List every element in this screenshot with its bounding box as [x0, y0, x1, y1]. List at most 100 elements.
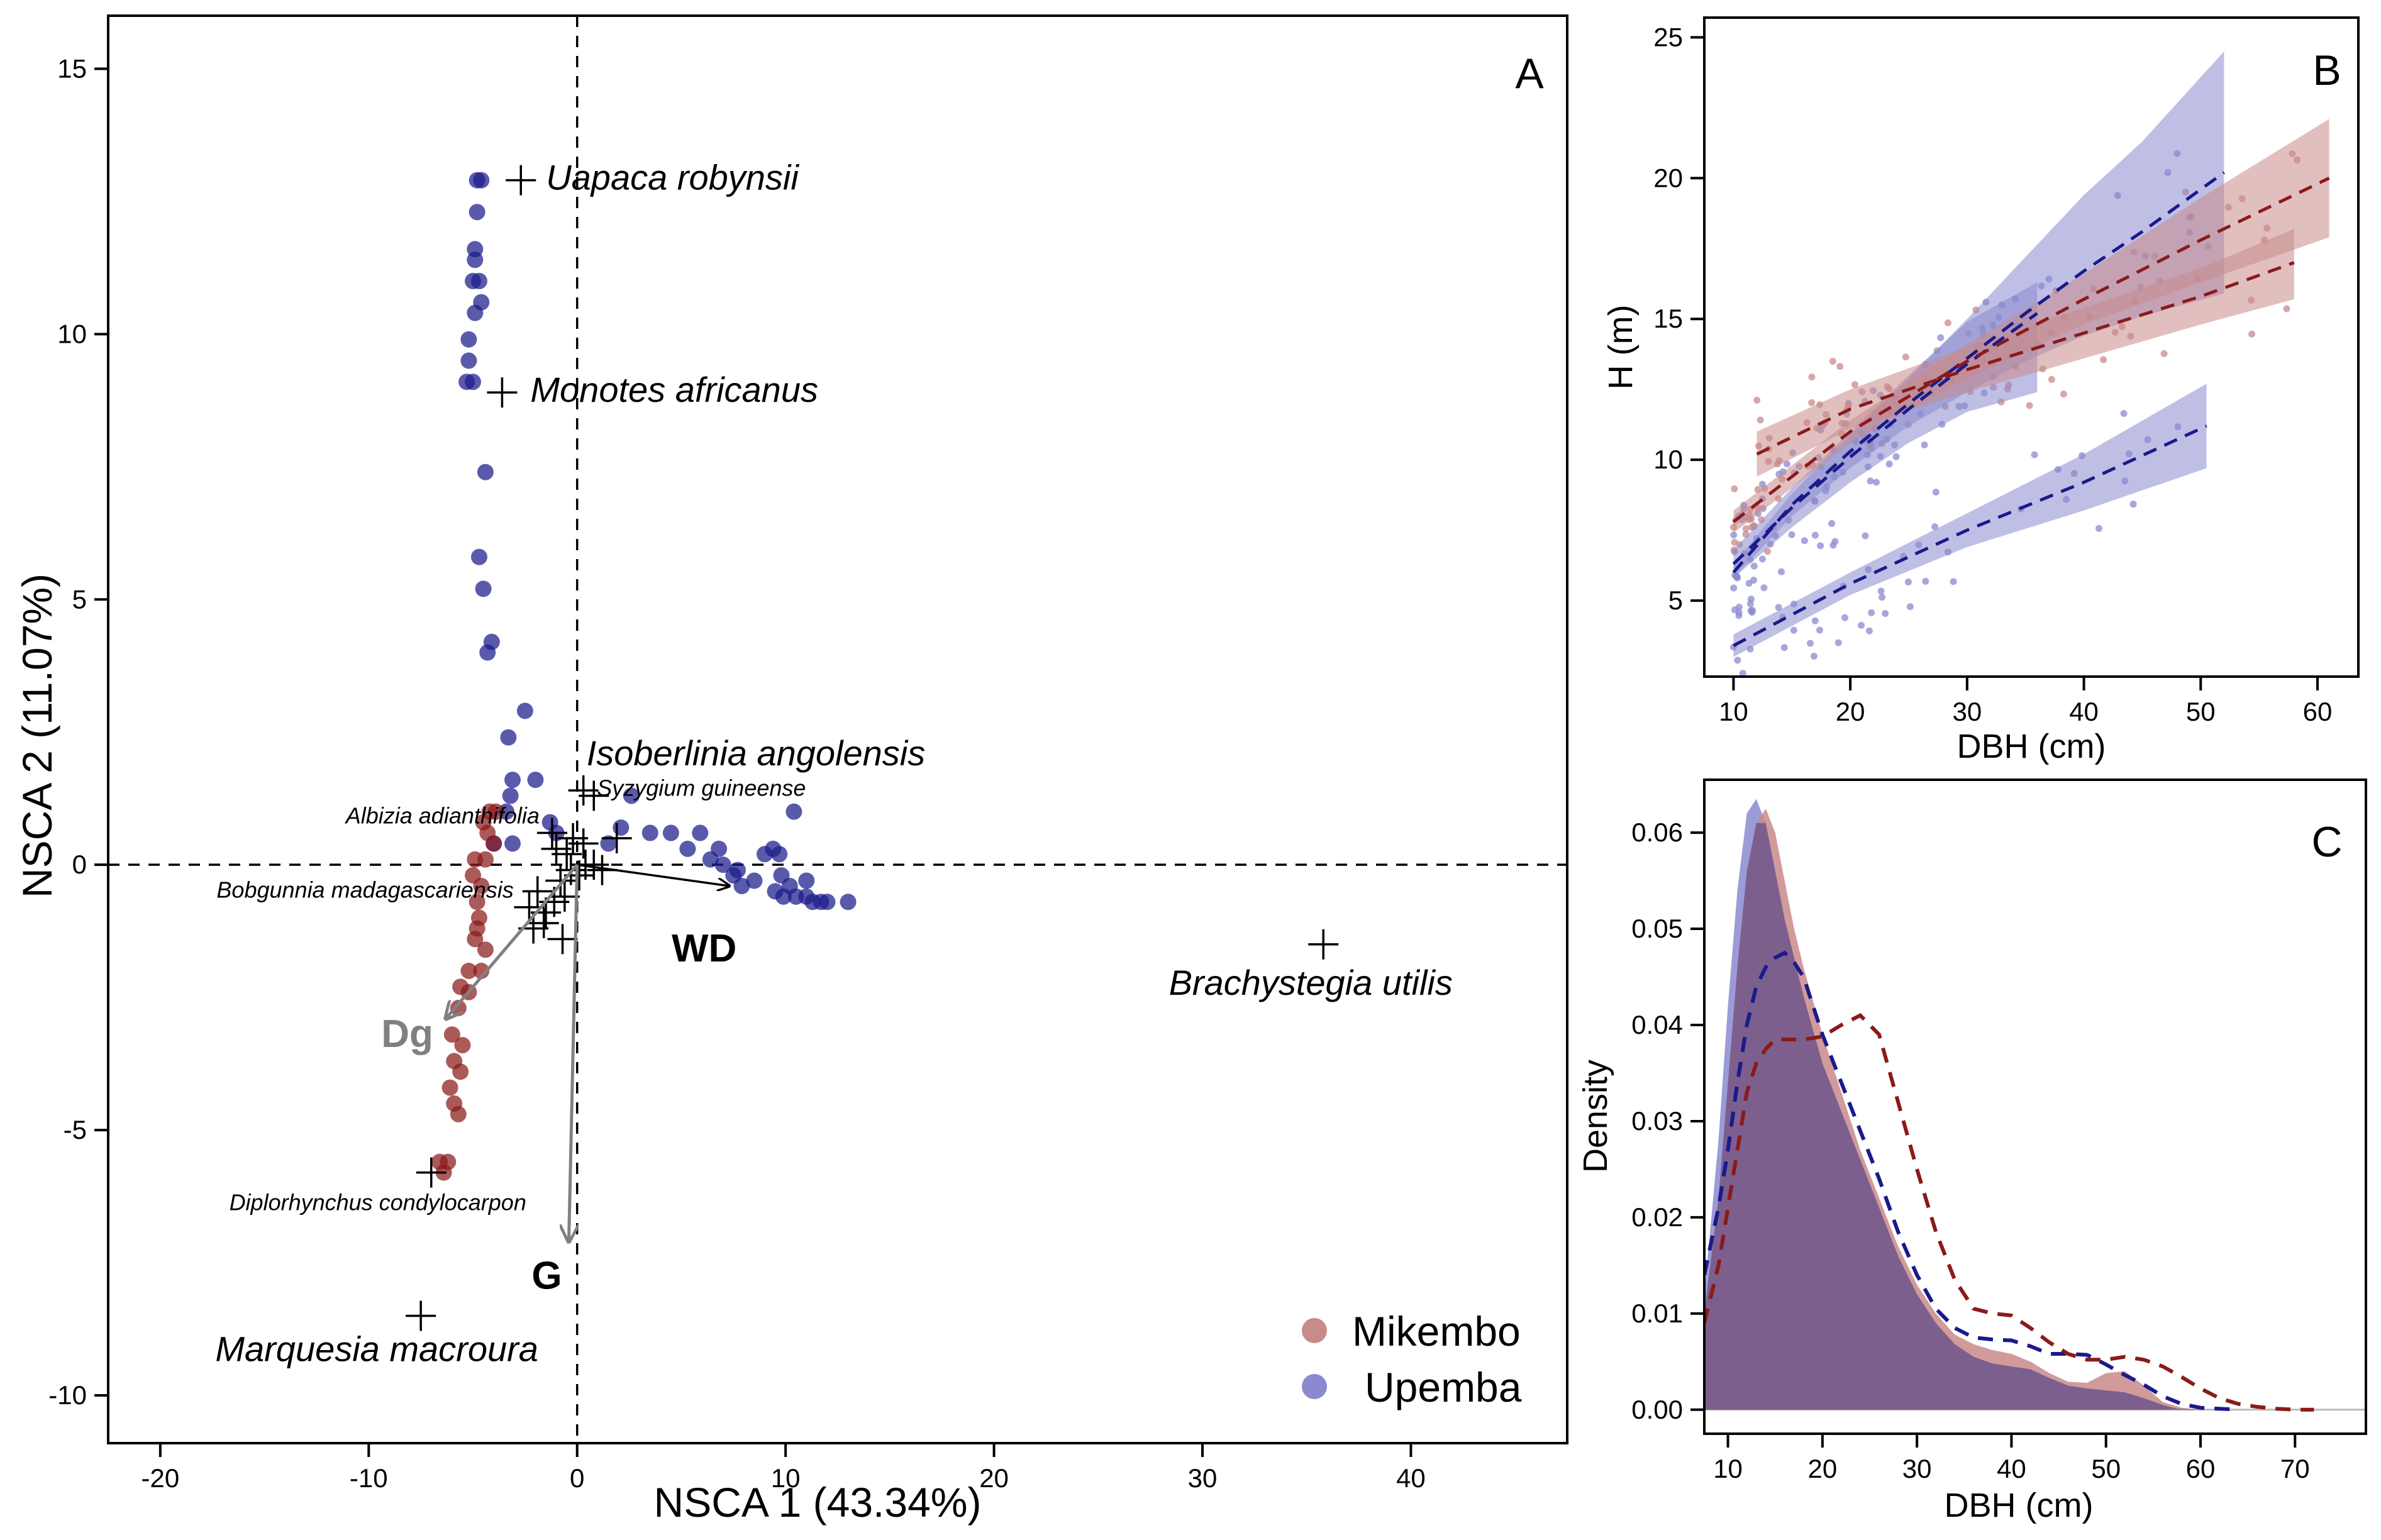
- species-cross: [1308, 929, 1339, 960]
- vector-label-g: G: [531, 1254, 562, 1297]
- obs-point-upemba: [1922, 577, 1929, 585]
- species-cross: [487, 377, 518, 408]
- obs-point-mikembo: [1808, 374, 1816, 381]
- point-upemba: [785, 803, 802, 820]
- ci-band-upemba-fit-3: [1733, 384, 2207, 657]
- species-cross: [545, 865, 576, 896]
- obs-point-upemba: [2095, 524, 2103, 532]
- obs-point-upemba: [1734, 656, 1741, 664]
- density-line-upemba-dashed: [1704, 950, 2239, 1412]
- point-upemba: [475, 580, 492, 597]
- point-upemba: [641, 824, 658, 841]
- panel-c-xlabel: DBH (cm): [1945, 1487, 2094, 1524]
- obs-point-upemba: [1750, 562, 1758, 570]
- legend-mikembo-dot: [1302, 1318, 1327, 1343]
- obs-point-mikembo: [1742, 525, 1750, 533]
- obs-point-upemba: [1801, 537, 1808, 545]
- point-upemba: [527, 772, 544, 789]
- panel-a-xtick-label: -10: [350, 1463, 388, 1493]
- obs-point-mikembo: [2060, 391, 2067, 398]
- point-upemba: [714, 856, 731, 873]
- panel-c-ytick-label: 0.01: [1631, 1299, 1683, 1328]
- obs-point-upemba: [1788, 531, 1795, 538]
- point-upemba: [479, 644, 496, 661]
- obs-point-upemba: [1858, 621, 1865, 629]
- obs-point-upemba: [1735, 604, 1743, 611]
- obs-point-upemba: [1790, 626, 1797, 634]
- obs-point-upemba: [1862, 532, 1869, 540]
- panel-c-xtick-label: 10: [1713, 1454, 1743, 1483]
- obs-point-upemba: [1834, 639, 1842, 646]
- fit-line-upemba-fit-3: [1733, 424, 2207, 647]
- species-label-marquesia-macroura: Marquesia macroura: [215, 1329, 538, 1368]
- fit-line-mikembo-fit-2: [1756, 261, 2295, 456]
- panel-a-xtick-label: 40: [1396, 1463, 1426, 1493]
- point-mikembo: [487, 803, 504, 820]
- panel-c-xtick-label: 60: [2186, 1454, 2216, 1483]
- obs-point-upemba: [1816, 626, 1823, 634]
- point-upemba: [460, 331, 477, 348]
- point-mikembo: [454, 1037, 471, 1054]
- obs-point-upemba: [1865, 627, 1873, 634]
- panel-c-frame: [1703, 778, 2367, 1435]
- panel-b-xtick-label: 50: [2186, 697, 2216, 726]
- species-cross: [416, 1157, 447, 1188]
- panel-a-ytick-label: 0: [72, 850, 87, 879]
- obs-point-mikembo: [1902, 353, 1909, 361]
- obs-point-upemba: [1828, 520, 1836, 528]
- panel-c-ylabel: Density: [1577, 1060, 1614, 1173]
- point-mikembo: [431, 1153, 448, 1170]
- obs-point-mikembo: [1944, 319, 1951, 326]
- obs-point-upemba: [1932, 489, 1940, 496]
- point-mikembo: [477, 851, 494, 868]
- species-label-syzygium-guineense: Syzygium guineense: [597, 775, 806, 800]
- obs-point-upemba: [1811, 617, 1819, 624]
- species-cross: [579, 780, 609, 811]
- point-mikembo: [467, 931, 484, 948]
- panel-a-frame: [107, 14, 1568, 1444]
- species-cross: [506, 165, 536, 196]
- obs-point-mikembo: [2283, 305, 2290, 313]
- obs-point-upemba: [1780, 644, 1788, 651]
- panel-a-ytick-label: 5: [72, 584, 87, 614]
- obs-point-upemba: [1739, 670, 1746, 677]
- point-upemba: [470, 548, 487, 565]
- point-upemba: [692, 824, 709, 841]
- point-upemba: [613, 819, 630, 836]
- density-line-mikembo-dashed: [1704, 1013, 2314, 1412]
- panel-a-ytick-label: -5: [64, 1115, 87, 1144]
- species-cross: [601, 823, 632, 853]
- panel-c-ytick-label: 0.04: [1631, 1010, 1683, 1039]
- obs-point-upemba: [1841, 614, 1848, 621]
- obs-point-upemba: [1748, 609, 1756, 616]
- obs-point-upemba: [1746, 600, 1754, 607]
- point-mikembo: [450, 1105, 467, 1122]
- panel-b-height-diameter: 10 20 30 40 50 60 5 10 15 20 25 B DBH (cm) H (m): [1602, 16, 2360, 765]
- obs-point-upemba: [1879, 594, 1886, 601]
- fit-line-mikembo-fit-1: [1732, 177, 2330, 523]
- panel-c-ytick-label: 0.05: [1631, 914, 1683, 943]
- species-label-brachystegia-utilis: Brachystegia utilis: [1169, 963, 1453, 1002]
- panel-c-ytick-label: 0.06: [1631, 817, 1683, 847]
- obs-point-upemba: [1937, 334, 1945, 341]
- point-upemba: [504, 772, 521, 789]
- point-upemba: [516, 702, 533, 719]
- obs-point-mikembo: [1851, 381, 1858, 389]
- obs-point-mikembo: [2048, 376, 2055, 384]
- ci-band-mikembo-fit-2: [1757, 228, 2294, 477]
- point-upemba: [504, 835, 521, 852]
- obs-point-mikembo: [2160, 350, 2168, 357]
- legend-upemba-label: Upemba: [1365, 1364, 1522, 1410]
- obs-point-upemba: [1829, 541, 1837, 549]
- species-label-diplorhynchus-condylocarpon: Diplorhynchus condylocarpon: [230, 1190, 526, 1216]
- legend-upemba-dot: [1302, 1374, 1327, 1399]
- obs-point-upemba: [1730, 584, 1738, 592]
- obs-point-mikembo: [1829, 358, 1836, 365]
- panel-a-legend: Mikembo Upemba: [1302, 1308, 1522, 1410]
- obs-point-upemba: [1777, 568, 1785, 575]
- species-cross: [547, 924, 578, 955]
- point-upemba: [746, 872, 763, 889]
- point-mikembo: [452, 1063, 469, 1080]
- panel-a-xtick-label: 10: [771, 1463, 801, 1493]
